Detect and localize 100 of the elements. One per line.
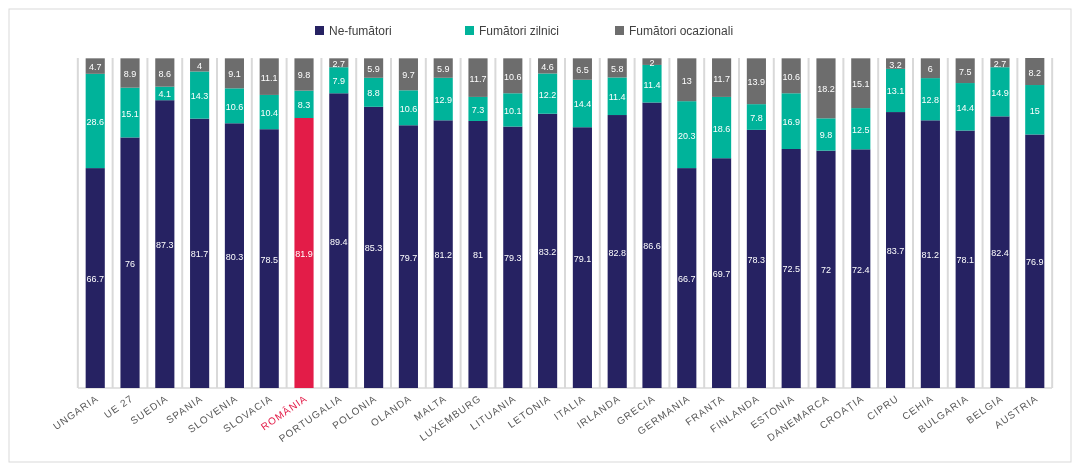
- data-label: 2.7: [332, 58, 346, 69]
- data-label: 72: [820, 265, 831, 276]
- data-label: 9.8: [819, 130, 833, 141]
- data-label: 79.1: [573, 253, 592, 264]
- data-label: 76.9: [1026, 257, 1044, 268]
- bar: [190, 58, 210, 72]
- bar: [85, 168, 105, 388]
- bar: [364, 77, 384, 107]
- data-label: 3.2: [889, 59, 902, 70]
- data-label: 10.6: [399, 103, 418, 114]
- bar: [642, 58, 662, 65]
- data-label: 15.1: [121, 108, 139, 119]
- data-label: 7.5: [958, 66, 972, 77]
- data-label: 7.9: [332, 76, 346, 87]
- bar: [294, 118, 314, 388]
- bar: [746, 104, 766, 130]
- bar: [329, 67, 349, 94]
- data-label: 15.1: [852, 79, 870, 90]
- bar: [503, 126, 523, 388]
- bar: [851, 58, 871, 109]
- bar: [642, 102, 662, 388]
- data-label: 6.5: [576, 65, 589, 76]
- bar: [1025, 134, 1045, 388]
- data-label: 10.6: [782, 71, 800, 82]
- data-label: 7.8: [750, 113, 763, 124]
- data-label: 10.6: [225, 101, 244, 112]
- data-label: 82.8: [608, 247, 626, 258]
- bar: [85, 58, 105, 74]
- bar: [851, 108, 871, 150]
- bar: [155, 58, 175, 87]
- data-label: 11.4: [608, 92, 626, 103]
- bar: [538, 113, 558, 388]
- data-label: 9.8: [297, 70, 311, 81]
- data-label: 10.1: [504, 105, 522, 116]
- bar: [781, 148, 801, 388]
- data-label: 72.4: [852, 264, 870, 275]
- data-label: 8.9: [123, 69, 137, 79]
- data-label: 81: [473, 250, 484, 261]
- data-label: 69.7: [712, 269, 731, 280]
- bar: [746, 58, 766, 105]
- legend-label: Ne-fumători: [329, 24, 392, 38]
- data-label: 13: [681, 75, 692, 86]
- data-label: 87.3: [156, 240, 174, 251]
- bar: [677, 101, 697, 169]
- data-label: 16.9: [782, 117, 800, 128]
- data-label: 9.7: [402, 70, 415, 81]
- data-label: 14.3: [190, 91, 209, 102]
- data-label: 14.4: [573, 99, 592, 110]
- data-label: 5.9: [367, 64, 380, 75]
- data-label: 2.7: [993, 58, 1007, 69]
- data-label: 20.3: [678, 130, 696, 141]
- data-label: 8.6: [158, 68, 172, 79]
- data-label: 12.2: [538, 89, 557, 100]
- bar: [677, 168, 697, 388]
- data-label: 80.3: [225, 251, 244, 262]
- bar: [712, 96, 732, 159]
- data-label: 8.2: [1028, 67, 1042, 78]
- bar: [677, 58, 697, 102]
- bar: [816, 150, 836, 388]
- bar: [1025, 58, 1045, 86]
- bar: [468, 58, 488, 97]
- bar: [538, 73, 558, 114]
- bar: [155, 100, 175, 388]
- bar: [990, 67, 1010, 117]
- data-label: 2: [649, 57, 655, 68]
- data-label: 5.8: [610, 63, 624, 74]
- bar: [468, 96, 488, 121]
- data-label: 79.7: [399, 252, 418, 263]
- data-label: 83.2: [538, 246, 557, 257]
- data-label: 11.7: [469, 73, 487, 84]
- data-label: 14.4: [956, 102, 974, 113]
- bar: [816, 118, 836, 151]
- bar: [572, 58, 592, 80]
- data-label: 8.8: [367, 88, 380, 99]
- data-label: 82.4: [991, 248, 1009, 259]
- bar: [886, 68, 906, 113]
- data-label: 78.3: [747, 254, 766, 265]
- data-label: 28.6: [86, 116, 104, 127]
- bar: [886, 112, 906, 388]
- legend-label: Fumători ocazionali: [629, 24, 734, 38]
- bar: [955, 130, 975, 388]
- bar: [1025, 85, 1045, 135]
- data-label: 66.7: [678, 274, 696, 285]
- data-label: 18.2: [817, 84, 835, 95]
- data-label: 13.9: [747, 77, 766, 88]
- bar: [294, 58, 314, 91]
- bar: [712, 58, 732, 97]
- data-label: 78.5: [260, 254, 278, 265]
- bar: [224, 88, 244, 124]
- data-label: 12.8: [921, 95, 940, 106]
- legend-label: Fumători zilnici: [479, 24, 560, 38]
- bar: [712, 158, 732, 388]
- bar: [572, 79, 592, 128]
- data-label: 4.7: [88, 62, 102, 73]
- data-label: 78.1: [956, 255, 974, 266]
- bar: [224, 58, 244, 89]
- bar: [364, 106, 384, 388]
- data-label: 83.7: [886, 246, 905, 257]
- bar: [294, 90, 314, 118]
- bar: [398, 125, 418, 388]
